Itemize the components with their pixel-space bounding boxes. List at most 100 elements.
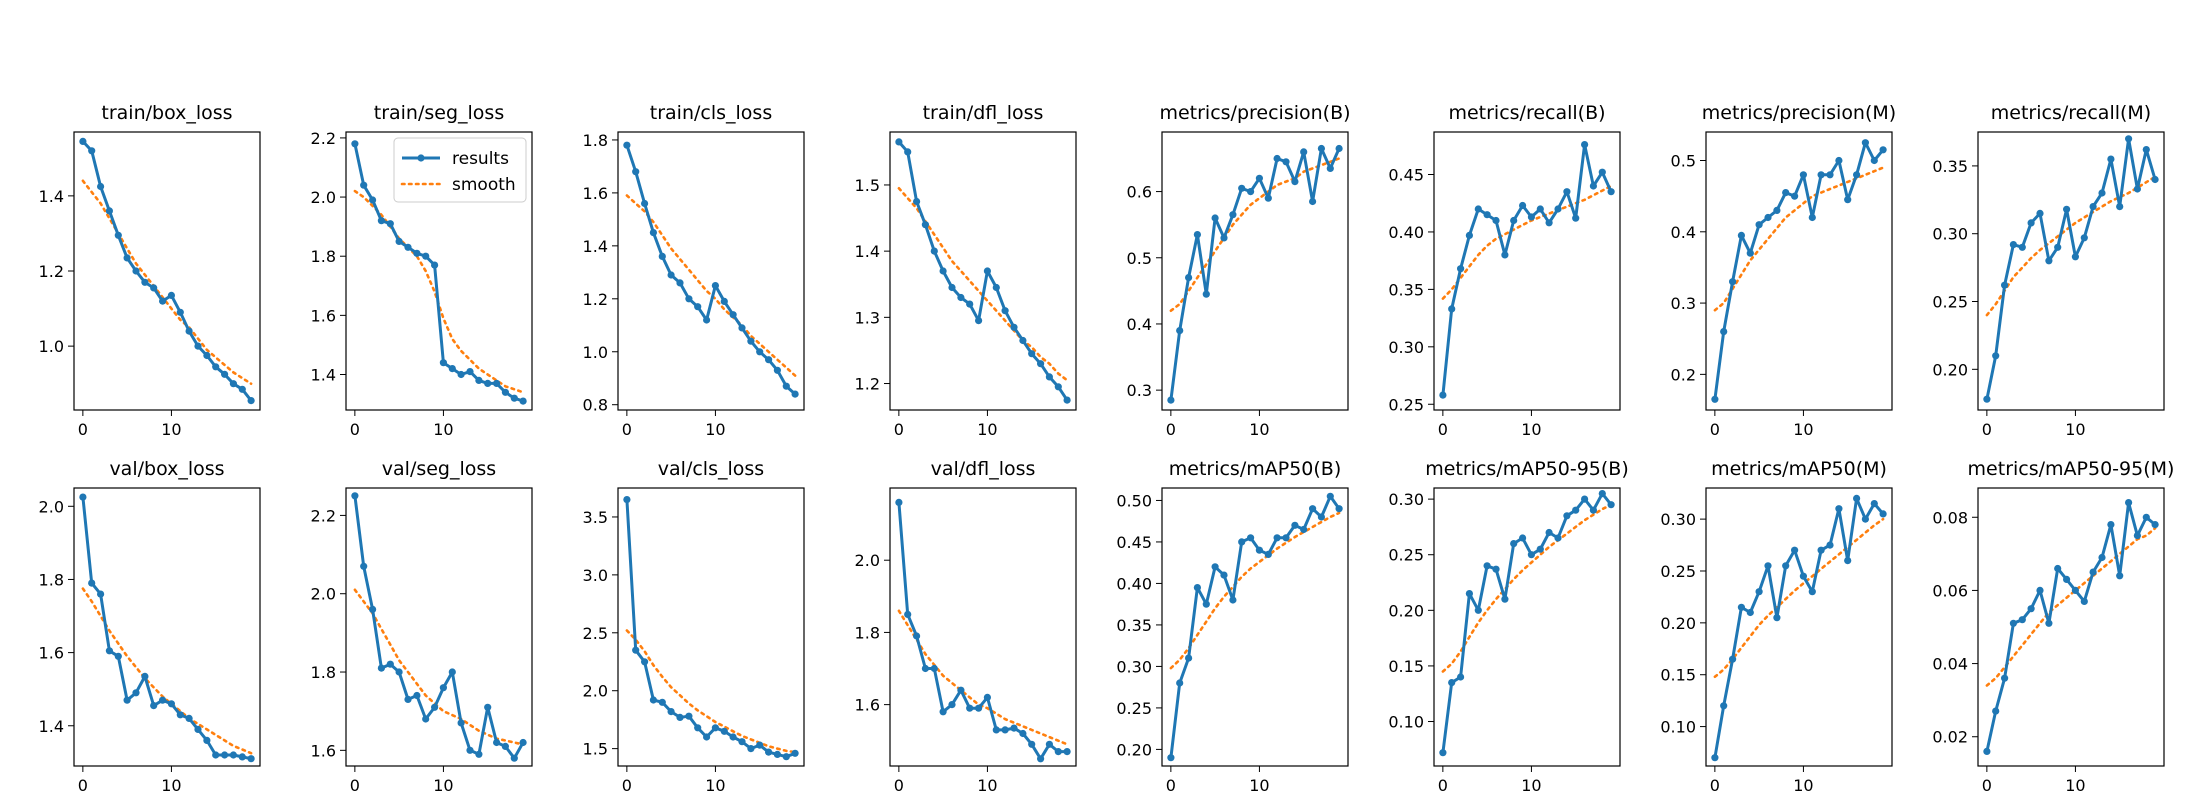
- data-point-results: [747, 337, 755, 345]
- data-point-results: [510, 754, 518, 762]
- y-tick-label: 1.4: [39, 187, 64, 206]
- data-point-results: [1448, 679, 1456, 687]
- data-point-results: [1220, 571, 1228, 579]
- data-point-results: [1037, 755, 1045, 763]
- data-point-results: [1291, 178, 1299, 186]
- data-point-results: [921, 664, 930, 673]
- data-point-results: [694, 303, 702, 311]
- plot-frame: [1161, 487, 1349, 767]
- y-tick-label: 0.4: [1127, 315, 1152, 334]
- data-point-results: [1572, 506, 1580, 514]
- data-point-results: [1746, 608, 1754, 617]
- data-point-results: [247, 755, 255, 763]
- data-point-results: [351, 492, 359, 500]
- series-line-results: [897, 502, 1068, 761]
- subplot-metrics-map50-m: metrics/mAP50(M) 0.10 0.15 0.20 0.25 0.30 0 10: [1660, 458, 1893, 795]
- data-point-results: [720, 297, 728, 305]
- data-point-results: [1465, 590, 1473, 598]
- x-tick-label: 0: [1438, 776, 1448, 795]
- data-point-results: [2107, 521, 2115, 529]
- y-tick-label: 2.5: [583, 624, 608, 643]
- data-point-results: [649, 229, 658, 237]
- series-line-smooth: [897, 609, 1069, 746]
- data-point-results: [2009, 619, 2017, 627]
- series-line-smooth: [1169, 511, 1341, 670]
- data-point-results: [1300, 525, 1308, 534]
- data-point-results: [2098, 553, 2106, 562]
- data-point-results: [676, 713, 684, 722]
- data-point-results: [939, 267, 947, 275]
- series-line-results: [81, 140, 253, 402]
- data-point-results: [141, 278, 149, 286]
- data-point-results: [2009, 241, 2017, 249]
- x-tick-label: 0: [1710, 420, 1720, 439]
- data-point-results: [694, 724, 702, 732]
- x-tick-label: 10: [705, 420, 725, 439]
- data-point-results: [623, 141, 631, 149]
- data-point-results: [1737, 231, 1745, 239]
- data-point-results: [1545, 528, 1553, 537]
- data-point-results: [1264, 194, 1272, 202]
- data-point-results: [711, 724, 720, 732]
- data-point-results: [2063, 575, 2071, 584]
- subplot-metrics-recall-b: metrics/recall(B) 0.25 0.30 0.35 0.40 0.45 0 10: [1388, 102, 1621, 439]
- series-line-results: [1169, 494, 1341, 758]
- x-tick-label: 10: [1521, 776, 1541, 795]
- data-point-results: [1826, 541, 1834, 549]
- data-point-results: [150, 702, 158, 710]
- subplot-title: metrics/mAP50(B): [1169, 458, 1341, 480]
- data-point-results: [395, 237, 403, 245]
- data-point-results: [975, 704, 983, 712]
- data-point-results: [1019, 729, 1027, 738]
- data-point-results: [203, 736, 211, 745]
- data-point-results: [369, 196, 377, 204]
- plot-frame: [1433, 487, 1621, 767]
- data-point-results: [983, 267, 992, 275]
- y-tick-label: 0.30: [1932, 225, 1968, 244]
- data-point-results: [185, 327, 193, 335]
- data-point-results: [1229, 596, 1237, 604]
- data-point-results: [2001, 281, 2009, 289]
- data-point-results: [1291, 521, 1299, 529]
- data-point-results: [957, 686, 965, 694]
- data-point-results: [1335, 144, 1343, 153]
- data-point-results: [1589, 506, 1597, 514]
- data-point-results: [1527, 213, 1535, 221]
- y-tick-label: 1.6: [311, 306, 336, 325]
- data-point-results: [1037, 360, 1045, 368]
- data-point-results: [1983, 395, 1991, 403]
- subplot-val-dfl-loss: val/dfl_loss 1.6 1.8 2.0 0 10: [855, 458, 1077, 795]
- data-point-results: [921, 221, 930, 229]
- data-point-results: [431, 261, 439, 269]
- subplot-title: metrics/precision(B): [1159, 102, 1350, 124]
- subplot-title: metrics/recall(M): [1991, 102, 2151, 124]
- data-point-results: [1326, 492, 1334, 500]
- data-point-results: [1607, 501, 1615, 509]
- data-point-results: [711, 282, 720, 290]
- legend-label-smooth: smooth: [452, 175, 516, 195]
- y-tick-label: 0.25: [1660, 562, 1696, 581]
- data-point-results: [756, 348, 764, 356]
- data-point-results: [1176, 679, 1184, 687]
- x-tick-label: 0: [1438, 420, 1448, 439]
- y-tick-label: 1.2: [583, 290, 608, 309]
- y-tick-label: 1.4: [855, 242, 880, 261]
- data-point-results: [2098, 189, 2106, 197]
- data-point-results: [1247, 534, 1255, 542]
- y-tick-label: 0.15: [1660, 666, 1696, 685]
- data-point-results: [377, 217, 385, 225]
- data-point-results: [1519, 201, 1527, 210]
- series-line-results: [1713, 141, 1885, 400]
- y-tick-label: 0.35: [1116, 616, 1152, 635]
- data-point-results: [404, 243, 412, 251]
- data-point-results: [159, 696, 167, 704]
- subplot-metrics-map50-95-m: metrics/mAP50-95(M) 0.02 0.04 0.06 0.08 0 10: [1932, 458, 2174, 795]
- y-tick-label: 1.2: [855, 375, 880, 394]
- y-tick-label: 1.4: [311, 366, 336, 385]
- data-point-results: [351, 140, 359, 148]
- data-point-results: [966, 704, 974, 712]
- data-point-results: [493, 738, 501, 747]
- data-point-results: [2125, 135, 2133, 143]
- plot-frame: [1977, 487, 2165, 767]
- plot-frame: [617, 487, 805, 767]
